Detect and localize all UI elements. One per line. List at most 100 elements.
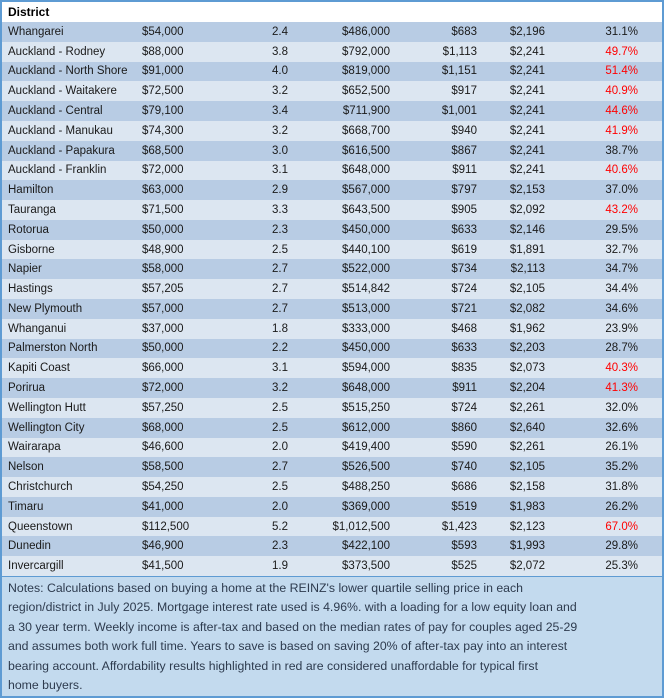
value-cell: $633	[451, 342, 477, 355]
table-row: Christchurch $54,250 2.5 $488,250 $686 $2,158…	[2, 477, 662, 497]
value-cell: 3.3	[272, 203, 288, 216]
district-cell: Auckland - Franklin	[8, 164, 107, 177]
table-row: Whangarei $54,000 2.4 $486,000 $683 $2,196 31.…	[2, 22, 662, 42]
value-cell: $2,153	[509, 184, 545, 197]
value-cell: $2,158	[509, 480, 545, 493]
value-cell: 4.0	[272, 65, 288, 78]
table-row: Napier $58,000 2.7 $522,000 $734 $2,113 34.7%	[2, 259, 662, 280]
district-cell: New Plymouth	[8, 302, 83, 315]
value-cell: $1,983	[509, 500, 545, 513]
affordability-percent-cell: 49.7%	[605, 45, 638, 58]
value-cell: $514,842	[342, 283, 390, 296]
value-cell: $522,000	[342, 263, 390, 276]
value-cell: $2,241	[509, 144, 545, 157]
affordability-percent-cell: 41.3%	[605, 382, 638, 395]
value-cell: $79,100	[142, 105, 184, 118]
value-cell: 1.8	[272, 322, 288, 335]
table-row: Timaru $41,000 2.0 $369,000 $519 $1,983 26.2%	[2, 496, 662, 517]
value-cell: 2.0	[272, 500, 288, 513]
value-cell: $54,000	[142, 25, 184, 38]
value-cell: $835	[451, 362, 477, 375]
value-cell: $911	[452, 164, 477, 177]
value-cell: $450,000	[342, 342, 390, 355]
value-cell: $668,700	[342, 124, 390, 137]
value-cell: $1,423	[441, 520, 477, 533]
value-cell: $734	[451, 263, 477, 276]
value-cell: 2.5	[272, 243, 288, 256]
value-cell: $819,000	[342, 65, 390, 78]
district-cell: Auckland - North Shore	[8, 65, 128, 78]
value-cell: $58,000	[142, 263, 184, 276]
affordability-percent-cell: 67.0%	[605, 520, 638, 533]
affordability-percent-cell: 32.0%	[605, 401, 638, 414]
value-cell: $2,105	[509, 461, 545, 474]
affordability-percent-cell: 34.6%	[605, 302, 638, 315]
table-row: Nelson $58,500 2.7 $526,500 $740 $2,105 35.2%	[2, 457, 662, 478]
value-cell: $633	[451, 223, 477, 236]
value-cell: $1,962	[509, 322, 545, 335]
affordability-percent-cell: 32.6%	[605, 421, 638, 434]
value-cell: 3.1	[272, 362, 288, 375]
table-row: Auckland - Franklin $72,000 3.1 $648,000 $91…	[2, 160, 662, 181]
notes-text-line: a 30 year term. Weekly income is after-t…	[8, 619, 578, 634]
value-cell: $422,100	[342, 540, 390, 553]
district-cell: Wellington Hutt	[8, 401, 86, 414]
value-cell: 3.2	[272, 382, 288, 395]
value-cell: $1,001	[441, 105, 477, 118]
district-cell: Porirua	[8, 382, 46, 395]
value-cell: $54,250	[142, 480, 184, 493]
table-row: Kapiti Coast $66,000 3.1 $594,000 $835 $2,073…	[2, 358, 662, 379]
value-cell: $525	[451, 560, 477, 573]
district-cell: Palmerston North	[8, 342, 98, 355]
value-cell: $88,000	[142, 45, 184, 58]
table-row: Wellington City $68,000 2.5 $612,000 $860 $2,…	[2, 417, 662, 438]
district-cell: Hamilton	[8, 184, 54, 197]
district-cell: Nelson	[8, 461, 44, 474]
value-cell: $594,000	[342, 362, 390, 375]
value-cell: $616,500	[342, 144, 390, 157]
affordability-percent-cell: 40.3%	[605, 362, 638, 375]
affordability-percent-cell: 31.8%	[605, 480, 638, 493]
value-cell: $1,012,500	[332, 520, 390, 533]
notes-block: Notes: Calculations based on buying a ho…	[2, 576, 662, 696]
value-cell: $2,072	[509, 560, 545, 573]
value-cell: $66,000	[142, 362, 184, 375]
district-cell: Hastings	[8, 283, 53, 296]
value-cell: $515,250	[342, 401, 390, 414]
value-cell: 2.7	[272, 263, 288, 276]
value-cell: 3.4	[272, 105, 288, 118]
district-cell: Auckland - Rodney	[8, 45, 106, 58]
value-cell: $721	[451, 302, 477, 315]
value-cell: $2,196	[509, 25, 545, 38]
value-cell: $91,000	[142, 65, 184, 78]
value-cell: $41,000	[142, 500, 184, 513]
value-cell: $590	[451, 441, 477, 454]
value-cell: $2,092	[509, 203, 545, 216]
table-row: Wairarapa $46,600 2.0 $419,400 $590 $2,261 26.…	[2, 437, 662, 458]
value-cell: $48,900	[142, 243, 184, 256]
affordability-percent-cell: 29.8%	[605, 540, 638, 553]
value-cell: $2,123	[509, 520, 545, 533]
district-column-header: District	[8, 5, 50, 19]
affordability-percent-cell: 28.7%	[605, 342, 638, 355]
value-cell: $911	[452, 382, 477, 395]
value-cell: $68,500	[142, 144, 184, 157]
affordability-percent-cell: 51.4%	[605, 65, 638, 78]
value-cell: $2,082	[509, 302, 545, 315]
affordability-percent-cell: 25.3%	[605, 560, 638, 573]
value-cell: $724	[451, 401, 477, 414]
district-cell: Whangarei	[8, 25, 64, 38]
district-cell: Dunedin	[8, 540, 51, 553]
district-cell: Napier	[8, 263, 42, 276]
value-cell: $2,204	[509, 382, 545, 395]
district-cell: Auckland - Waitakere	[8, 85, 117, 98]
district-cell: Auckland - Central	[8, 105, 103, 118]
value-cell: $440,100	[342, 243, 390, 256]
value-cell: $1,993	[509, 540, 545, 553]
value-cell: $619	[451, 243, 477, 256]
district-cell: Queenstown	[8, 520, 73, 533]
value-cell: 3.0	[272, 144, 288, 157]
value-cell: $2,146	[509, 223, 545, 236]
value-cell: 2.5	[272, 421, 288, 434]
district-cell: Auckland - Papakura	[8, 144, 115, 157]
